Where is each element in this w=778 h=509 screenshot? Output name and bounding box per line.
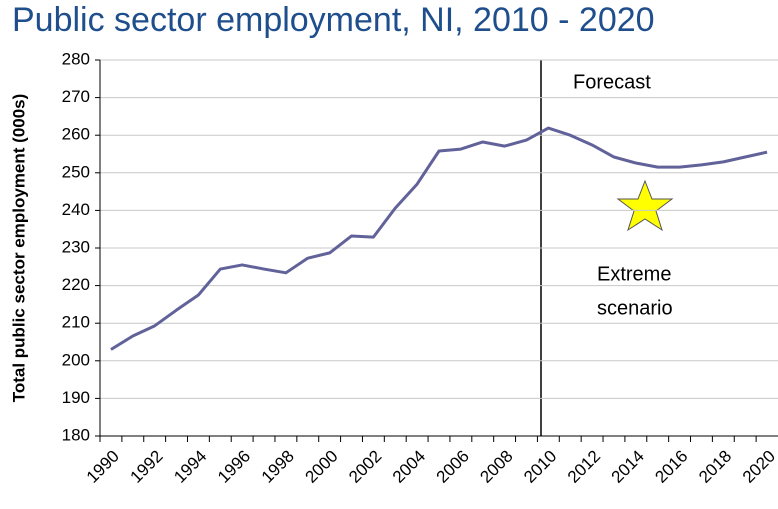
x-tick-label: 2010 (520, 447, 560, 487)
x-tick-label: 1994 (170, 447, 210, 487)
y-tick-label: 190 (62, 388, 90, 407)
x-tick-label: 2004 (389, 447, 429, 487)
x-tick-label: 2012 (564, 447, 604, 487)
y-tick-label: 280 (62, 49, 90, 68)
x-tick-label: 2006 (433, 447, 473, 487)
y-tick-label: 180 (62, 425, 90, 444)
x-tick-label: 1996 (214, 447, 254, 487)
y-tick-label: 250 (62, 162, 90, 181)
x-tick-label: 2018 (695, 447, 735, 487)
x-tick-label: 1992 (126, 447, 166, 487)
chart-title: Public sector employment, NI, 2010 - 202… (12, 1, 655, 39)
x-tick-label: 2016 (651, 447, 691, 487)
annotation: Forecast (573, 71, 651, 93)
x-tick-label: 1998 (258, 447, 298, 487)
y-tick-label: 270 (62, 87, 90, 106)
annotation: scenario (597, 297, 673, 319)
y-axis-label: Total public sector employment (000s) (9, 94, 28, 403)
x-tick-label: 1990 (83, 447, 123, 487)
y-tick-label: 230 (62, 237, 90, 256)
y-tick-label: 220 (62, 275, 90, 294)
annotation: Extreme (597, 263, 671, 285)
x-tick-label: 2020 (739, 447, 778, 487)
y-tick-label: 210 (62, 313, 90, 332)
series-line (110, 126, 768, 351)
x-tick-label: 2002 (345, 447, 385, 487)
x-tick-label: 2000 (301, 447, 341, 487)
star-icon (616, 179, 674, 232)
y-tick-label: 240 (62, 200, 90, 219)
x-tick-label: 2014 (608, 447, 648, 487)
y-tick-label: 260 (62, 125, 90, 144)
y-tick-label: 200 (62, 350, 90, 369)
x-tick-label: 2008 (476, 447, 516, 487)
